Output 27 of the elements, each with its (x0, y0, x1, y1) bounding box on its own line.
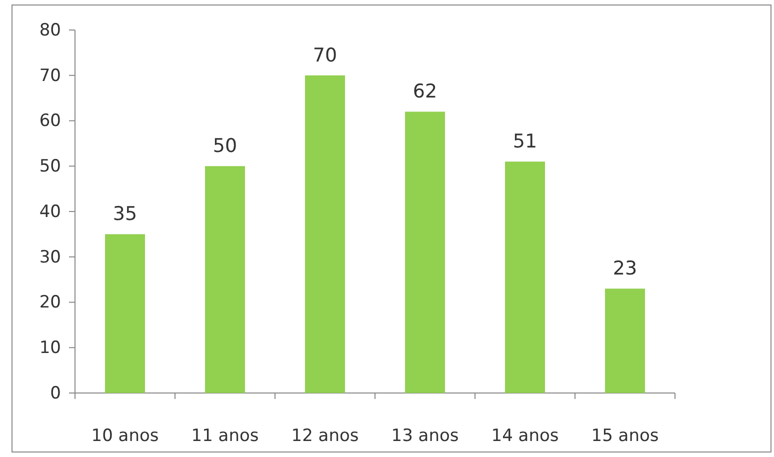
y-tick-label: 50 (39, 156, 61, 177)
data-label: 51 (512, 130, 538, 153)
y-tick-label: 10 (39, 338, 61, 358)
data-label: 23 (612, 258, 638, 280)
x-tick-label: 10 anos (91, 426, 159, 446)
y-tick-label: 30 (39, 247, 61, 268)
y-tick-label: 80 (39, 20, 61, 40)
data-label: 70 (312, 44, 338, 66)
bar (405, 112, 445, 393)
bar (505, 162, 545, 393)
x-tick-label: 14 anos (491, 426, 559, 446)
x-tick-label: 12 anos (291, 426, 359, 446)
x-tick-label: 15 anos (591, 426, 659, 446)
bar (205, 166, 245, 393)
data-label: 62 (412, 80, 438, 103)
data-label: 50 (212, 135, 238, 158)
y-tick-label: 20 (39, 292, 61, 313)
x-tick-label: 11 anos (191, 426, 259, 446)
data-label: 35 (112, 203, 138, 226)
y-tick-label: 40 (39, 202, 61, 222)
y-tick-label: 60 (39, 111, 61, 132)
y-tick-label: 70 (39, 66, 61, 86)
x-tick-label: 13 anos (391, 426, 459, 446)
y-tick-label: 0 (50, 383, 61, 404)
bar (305, 75, 345, 393)
bar (605, 288, 645, 393)
bar (105, 234, 145, 393)
